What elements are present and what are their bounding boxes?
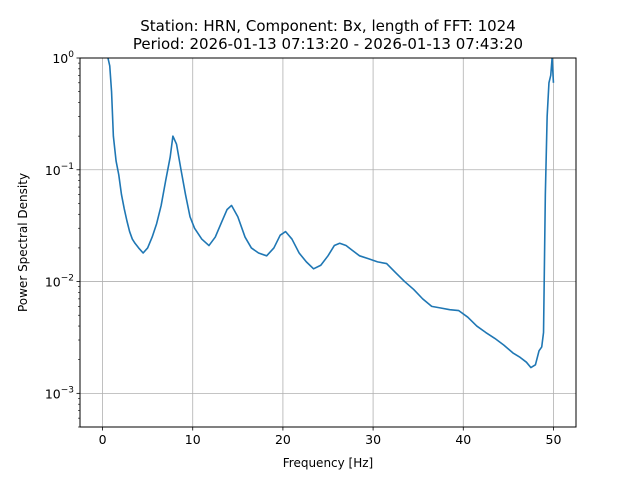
y-tick-base: 10 [52,51,68,66]
y-tick-label: 10−2 [45,274,74,290]
y-tick-exponent: −1 [61,162,74,172]
series-layer [107,58,555,369]
y-tick-exponent: 0 [68,50,74,60]
y-tick-label: 10−3 [45,385,74,401]
x-tick-label: 0 [99,432,107,447]
y-tick-base: 10 [45,386,61,401]
chart-subtitle: Period: 2026-01-13 07:13:20 - 2026-01-13… [133,35,523,53]
x-axis-ticks: 0 10 20 30 40 50 [99,427,562,447]
y-tick-exponent: −3 [61,385,74,395]
x-tick-label: 10 [185,432,201,447]
y-axis-label: Power Spectral Density [16,173,30,312]
psd-series-line [107,58,555,369]
x-tick-label: 40 [455,432,471,447]
y-tick-base: 10 [45,163,61,178]
x-tick-label: 20 [275,432,291,447]
x-axis-label: Frequency [Hz] [283,456,374,470]
x-tick-label: 30 [365,432,381,447]
chart-title: Station: HRN, Component: Bx, length of F… [140,17,516,35]
y-tick-base: 10 [45,275,61,290]
plot-background [80,58,576,427]
x-tick-label: 50 [546,432,562,447]
y-tick-exponent: −2 [61,274,74,284]
y-tick-label: 10−1 [45,162,74,178]
y-tick-label: 100 [52,50,74,66]
plot-frame [79,57,577,428]
